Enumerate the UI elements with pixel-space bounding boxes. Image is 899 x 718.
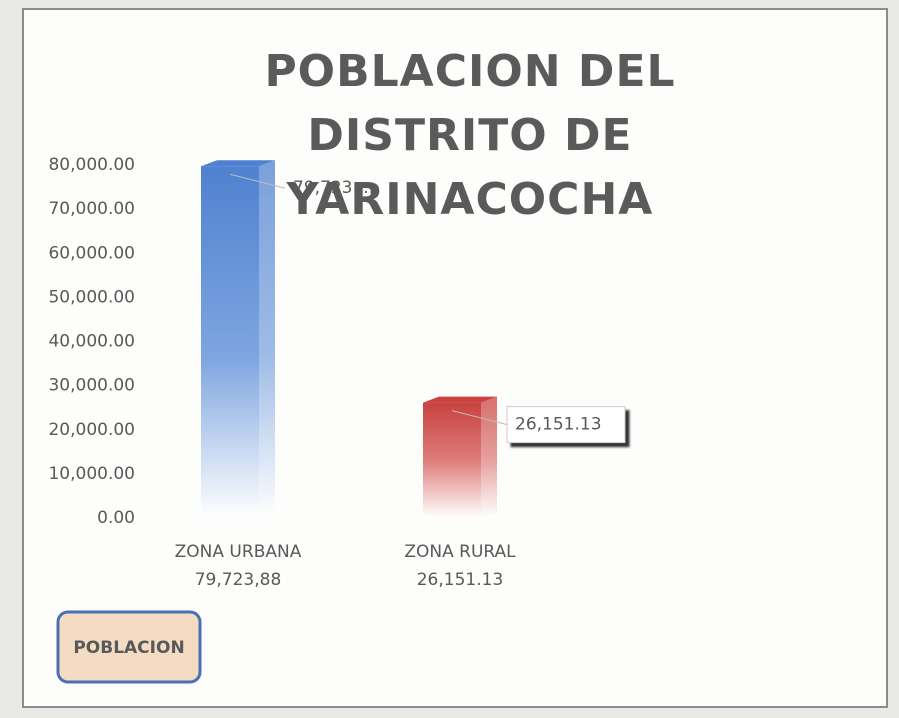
legend-box bbox=[56, 610, 202, 684]
bar-top bbox=[201, 160, 275, 167]
bar bbox=[423, 402, 481, 518]
y-tick-label: 70,000.00 bbox=[48, 199, 135, 219]
bar-side bbox=[481, 396, 497, 518]
y-tick-label: 30,000.00 bbox=[48, 376, 135, 396]
value-label: 79,723.... bbox=[293, 178, 374, 198]
chart-title: POBLACION DEL DISTRITO DE YARINACOCHA bbox=[264, 46, 676, 225]
x-tick-sublabel: 79,723,88 bbox=[195, 570, 282, 590]
bar bbox=[201, 166, 259, 518]
y-tick-label: 40,000.00 bbox=[48, 332, 135, 352]
x-tick-label: ZONA URBANA bbox=[175, 542, 302, 562]
y-tick-label: 80,000.00 bbox=[48, 155, 135, 175]
bar-side bbox=[259, 160, 275, 518]
y-tick-label: 20,000.00 bbox=[48, 420, 135, 440]
value-label-box bbox=[506, 406, 626, 444]
y-tick-label: 10,000.00 bbox=[48, 464, 135, 484]
y-tick-label: 50,000.00 bbox=[48, 287, 135, 307]
label-leader bbox=[229, 173, 286, 189]
bar-top bbox=[423, 396, 497, 403]
label-leader bbox=[451, 410, 508, 426]
value-label: 26,151.13 bbox=[515, 415, 602, 435]
y-tick-label: 60,000.00 bbox=[48, 243, 135, 263]
x-tick-sublabel: 26,151.13 bbox=[417, 570, 504, 590]
legend-label: POBLACION bbox=[73, 638, 184, 658]
y-tick-label: 0.00 bbox=[97, 508, 135, 528]
chart-frame bbox=[22, 8, 888, 708]
x-tick-label: ZONA RURAL bbox=[404, 542, 516, 562]
